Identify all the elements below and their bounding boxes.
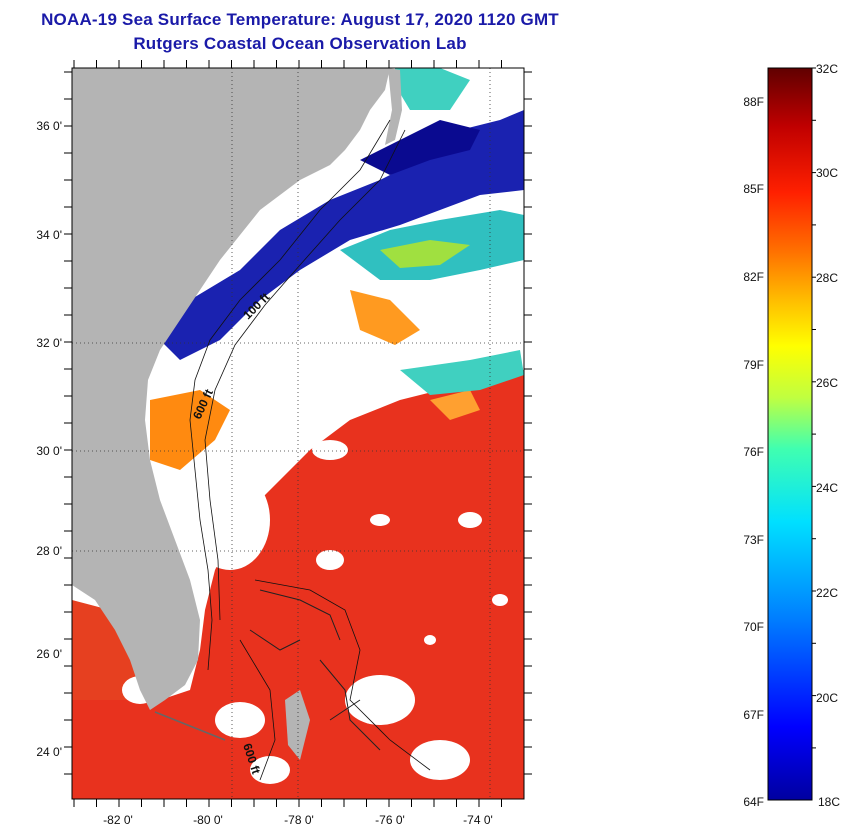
graticule — [72, 68, 524, 799]
lon-label: -74 0' — [463, 813, 493, 827]
fahrenheit-label: 79F — [743, 358, 764, 372]
cyan-patch — [395, 68, 470, 110]
bathymetry-contour-bahamas — [239, 579, 431, 781]
celsius-label: 28C — [816, 271, 838, 285]
outer-banks — [385, 68, 402, 145]
lat-label: 36 0' — [36, 119, 62, 133]
fahrenheit-label: 67F — [743, 708, 764, 722]
celsius-label: 32C — [816, 62, 838, 76]
latitude-labels: 36 0' 34 0' 32 0' 30 0' 28 0' 26 0' 24 0… — [36, 119, 62, 759]
celsius-label: 22C — [816, 586, 838, 600]
celsius-label: 30C — [816, 166, 838, 180]
cyan-patch — [400, 350, 524, 395]
cold-water-band — [150, 110, 524, 360]
lon-label: -82 0' — [103, 813, 133, 827]
lat-label: 24 0' — [36, 745, 62, 759]
orange-patch — [350, 290, 420, 345]
andros-island — [285, 690, 310, 760]
map-panel: 100 ft 600 ft 600 ft — [72, 68, 524, 799]
cold-water-band — [360, 120, 480, 175]
colorbar-ticks — [812, 67, 816, 749]
axis-ticks — [64, 60, 532, 807]
lat-label: 26 0' — [36, 647, 62, 661]
florida-keys — [154, 711, 226, 741]
map-title: NOAA-19 Sea Surface Temperature: August … — [41, 10, 559, 29]
longitude-labels: -82 0' -80 0' -78 0' -76 0' -74 0' — [103, 813, 493, 827]
bathymetry-contour-100ft — [189, 119, 391, 671]
orange-patch — [150, 390, 230, 470]
lat-label: 30 0' — [36, 444, 62, 458]
lon-label: -78 0' — [284, 813, 314, 827]
celsius-label: 26C — [816, 376, 838, 390]
fahrenheit-label: 88F — [743, 95, 764, 109]
fahrenheit-label: 73F — [743, 533, 764, 547]
colorbar-fahrenheit-labels: 88F 85F 82F 79F 76F 73F 70F 67F 64F — [743, 95, 764, 809]
fahrenheit-label: 76F — [743, 445, 764, 459]
celsius-label: 24C — [816, 481, 838, 495]
warm-water-region-west — [72, 600, 150, 700]
bahamas-islands — [249, 589, 381, 751]
orange-patch — [430, 390, 480, 420]
lon-label: -76 0' — [375, 813, 405, 827]
colorbar-gradient — [767, 67, 813, 801]
lon-label: -80 0' — [193, 813, 223, 827]
temperature-colorbar: 32C 30C 28C 26C 24C 22C 20C 18C 88F 85F … — [743, 62, 840, 809]
map-subtitle: Rutgers Coastal Ocean Observation Lab — [133, 34, 467, 53]
map-frame — [71, 67, 525, 800]
fahrenheit-label: 70F — [743, 620, 764, 634]
lat-label: 28 0' — [36, 544, 62, 558]
bathymetry-contour-600ft — [204, 129, 406, 621]
fahrenheit-label: 85F — [743, 182, 764, 196]
fahrenheit-label: 82F — [743, 270, 764, 284]
lat-label: 32 0' — [36, 336, 62, 350]
land-mass — [72, 68, 390, 710]
mixed-water-zone — [380, 240, 470, 268]
celsius-label: 20C — [816, 691, 838, 705]
colorbar-celsius-labels: 32C 30C 28C 26C 24C 22C 20C 18C — [816, 62, 840, 809]
fahrenheit-label: 64F — [743, 795, 764, 809]
lat-label: 34 0' — [36, 228, 62, 242]
celsius-label: 18C — [818, 795, 840, 809]
